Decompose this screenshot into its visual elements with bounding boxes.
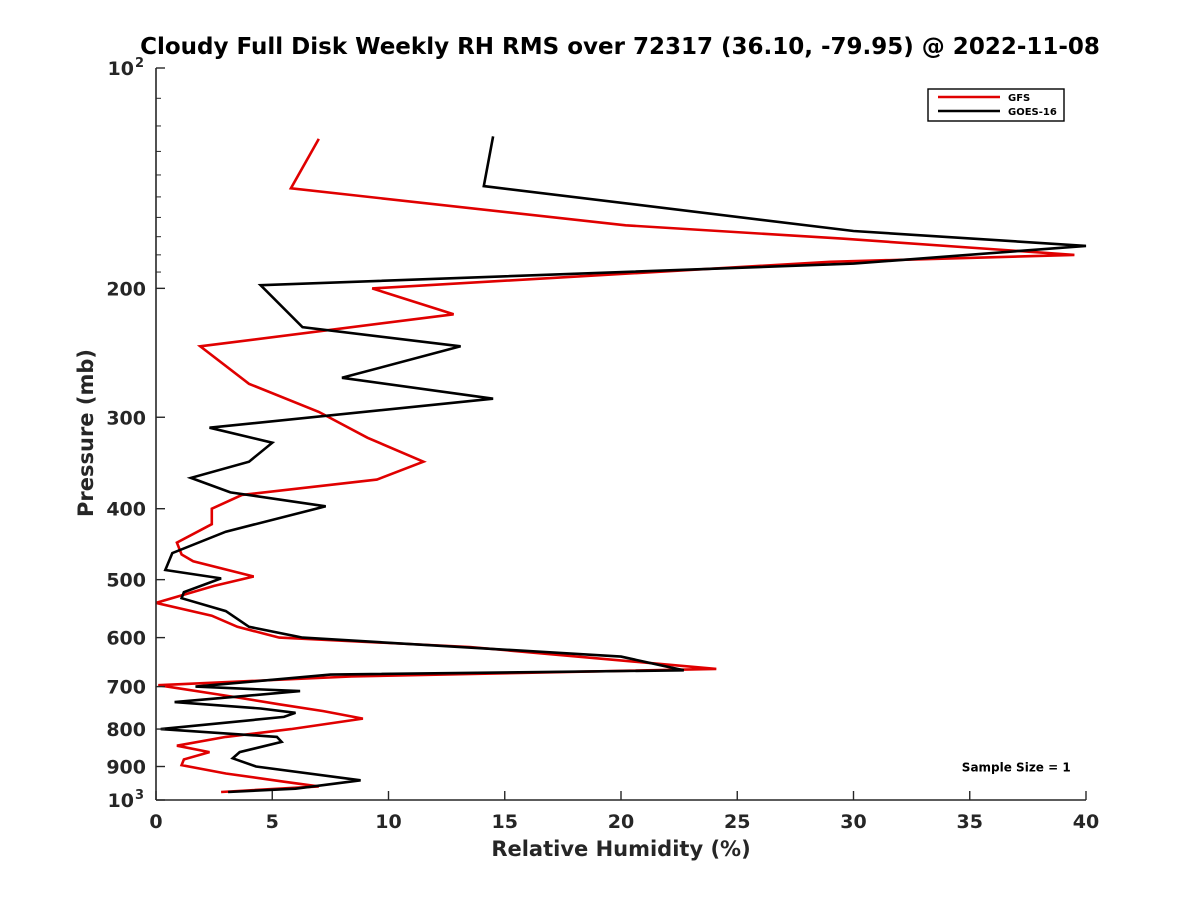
legend-entry: GFS [1008, 93, 1030, 104]
y-tick-label: 400 [106, 499, 146, 521]
y-tick-label: 800 [106, 719, 146, 741]
x-tick-label: 0 [149, 811, 162, 833]
y-tick-label: 10 [108, 58, 134, 80]
y-tick-label: 700 [106, 677, 146, 699]
y-tick-label: 10 [108, 790, 134, 812]
y-tick-exponent: 3 [135, 788, 144, 803]
series-line-goes-16 [160, 136, 1087, 794]
x-tick-label: 30 [840, 811, 866, 833]
x-tick-label: 10 [375, 811, 401, 833]
x-tick-label: 15 [492, 811, 518, 833]
x-axis-label: Relative Humidity (%) [491, 837, 750, 861]
legend: GFS GOES-16 [927, 88, 1065, 122]
chart-title: Cloudy Full Disk Weekly RH RMS over 7231… [140, 34, 1100, 60]
legend-entry: GOES-16 [1008, 107, 1057, 118]
x-tick-label: 25 [724, 811, 750, 833]
y-tick-exponent: 2 [135, 56, 144, 71]
x-tick-label: 5 [266, 811, 279, 833]
x-tick-label: 20 [608, 811, 634, 833]
y-tick-label: 900 [106, 757, 146, 779]
y-tick-label: 600 [106, 628, 146, 650]
series-line-gfs [156, 138, 1075, 794]
y-tick-label: 500 [106, 570, 146, 592]
y-tick-label: 300 [106, 407, 146, 429]
sample-size-annotation: Sample Size = 1 [962, 761, 1071, 775]
series-layer [156, 136, 1087, 794]
x-tick-label: 40 [1073, 811, 1099, 833]
x-tick-label: 35 [957, 811, 983, 833]
annotation-layer: Sample Size = 1 [962, 761, 1071, 775]
y-axis-label: Pressure (mb) [74, 349, 98, 517]
legend-box [927, 88, 1065, 122]
y-tick-label: 200 [106, 278, 146, 300]
